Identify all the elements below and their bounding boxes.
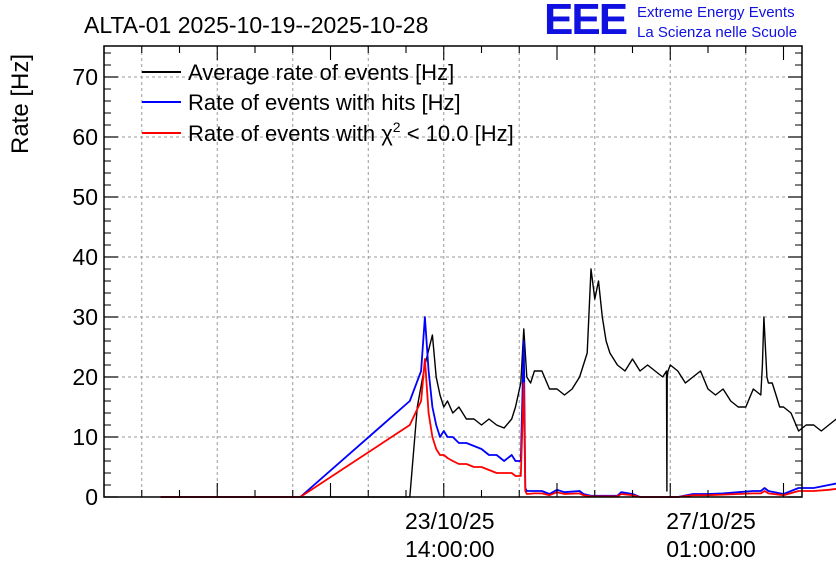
x-tick-label-date: 23/10/25 — [405, 508, 495, 534]
x-tick-label-time: 01:00:00 — [666, 536, 756, 562]
y-tick-label: 20 — [72, 364, 98, 390]
series-layer — [160, 268, 836, 498]
y-tick-label: 30 — [72, 304, 98, 330]
eee-logo-mark: EEE — [544, 0, 628, 44]
series-line-2 — [160, 358, 836, 498]
eee-logo: EEE Extreme Energy Events La Scienza nel… — [544, 0, 834, 46]
y-tick-label: 50 — [72, 184, 98, 210]
y-axis-label: Rate [Hz] — [7, 54, 34, 154]
y-tick-label: 70 — [72, 64, 98, 90]
plot-frame — [103, 45, 803, 498]
x-tick-label-time: 14:00:00 — [405, 536, 495, 562]
legend-entry-0: Average rate of events [Hz] — [188, 60, 454, 85]
y-tick-label: 60 — [72, 124, 98, 150]
legend-entry-1: Rate of events with hits [Hz] — [188, 90, 461, 115]
chart-title: ALTA-01 2025-10-19--2025-10-28 — [84, 12, 428, 38]
logo-line-2: La Scienza nelle Scuole — [637, 24, 798, 41]
series-line-0 — [160, 268, 836, 498]
y-tick-label: 10 — [72, 424, 98, 450]
legend-entry-2: Rate of events with χ2 < 10.0 [Hz] — [188, 119, 514, 146]
y-tick-label: 0 — [85, 484, 98, 510]
series-line-1 — [160, 316, 836, 498]
legend: Average rate of events [Hz] Rate of event… — [142, 60, 514, 146]
x-tick-label-date: 27/10/25 — [666, 508, 756, 534]
y-tick-label: 40 — [72, 244, 98, 270]
logo-line-1: Extreme Energy Events — [637, 4, 795, 21]
grid-lines — [104, 46, 802, 497]
